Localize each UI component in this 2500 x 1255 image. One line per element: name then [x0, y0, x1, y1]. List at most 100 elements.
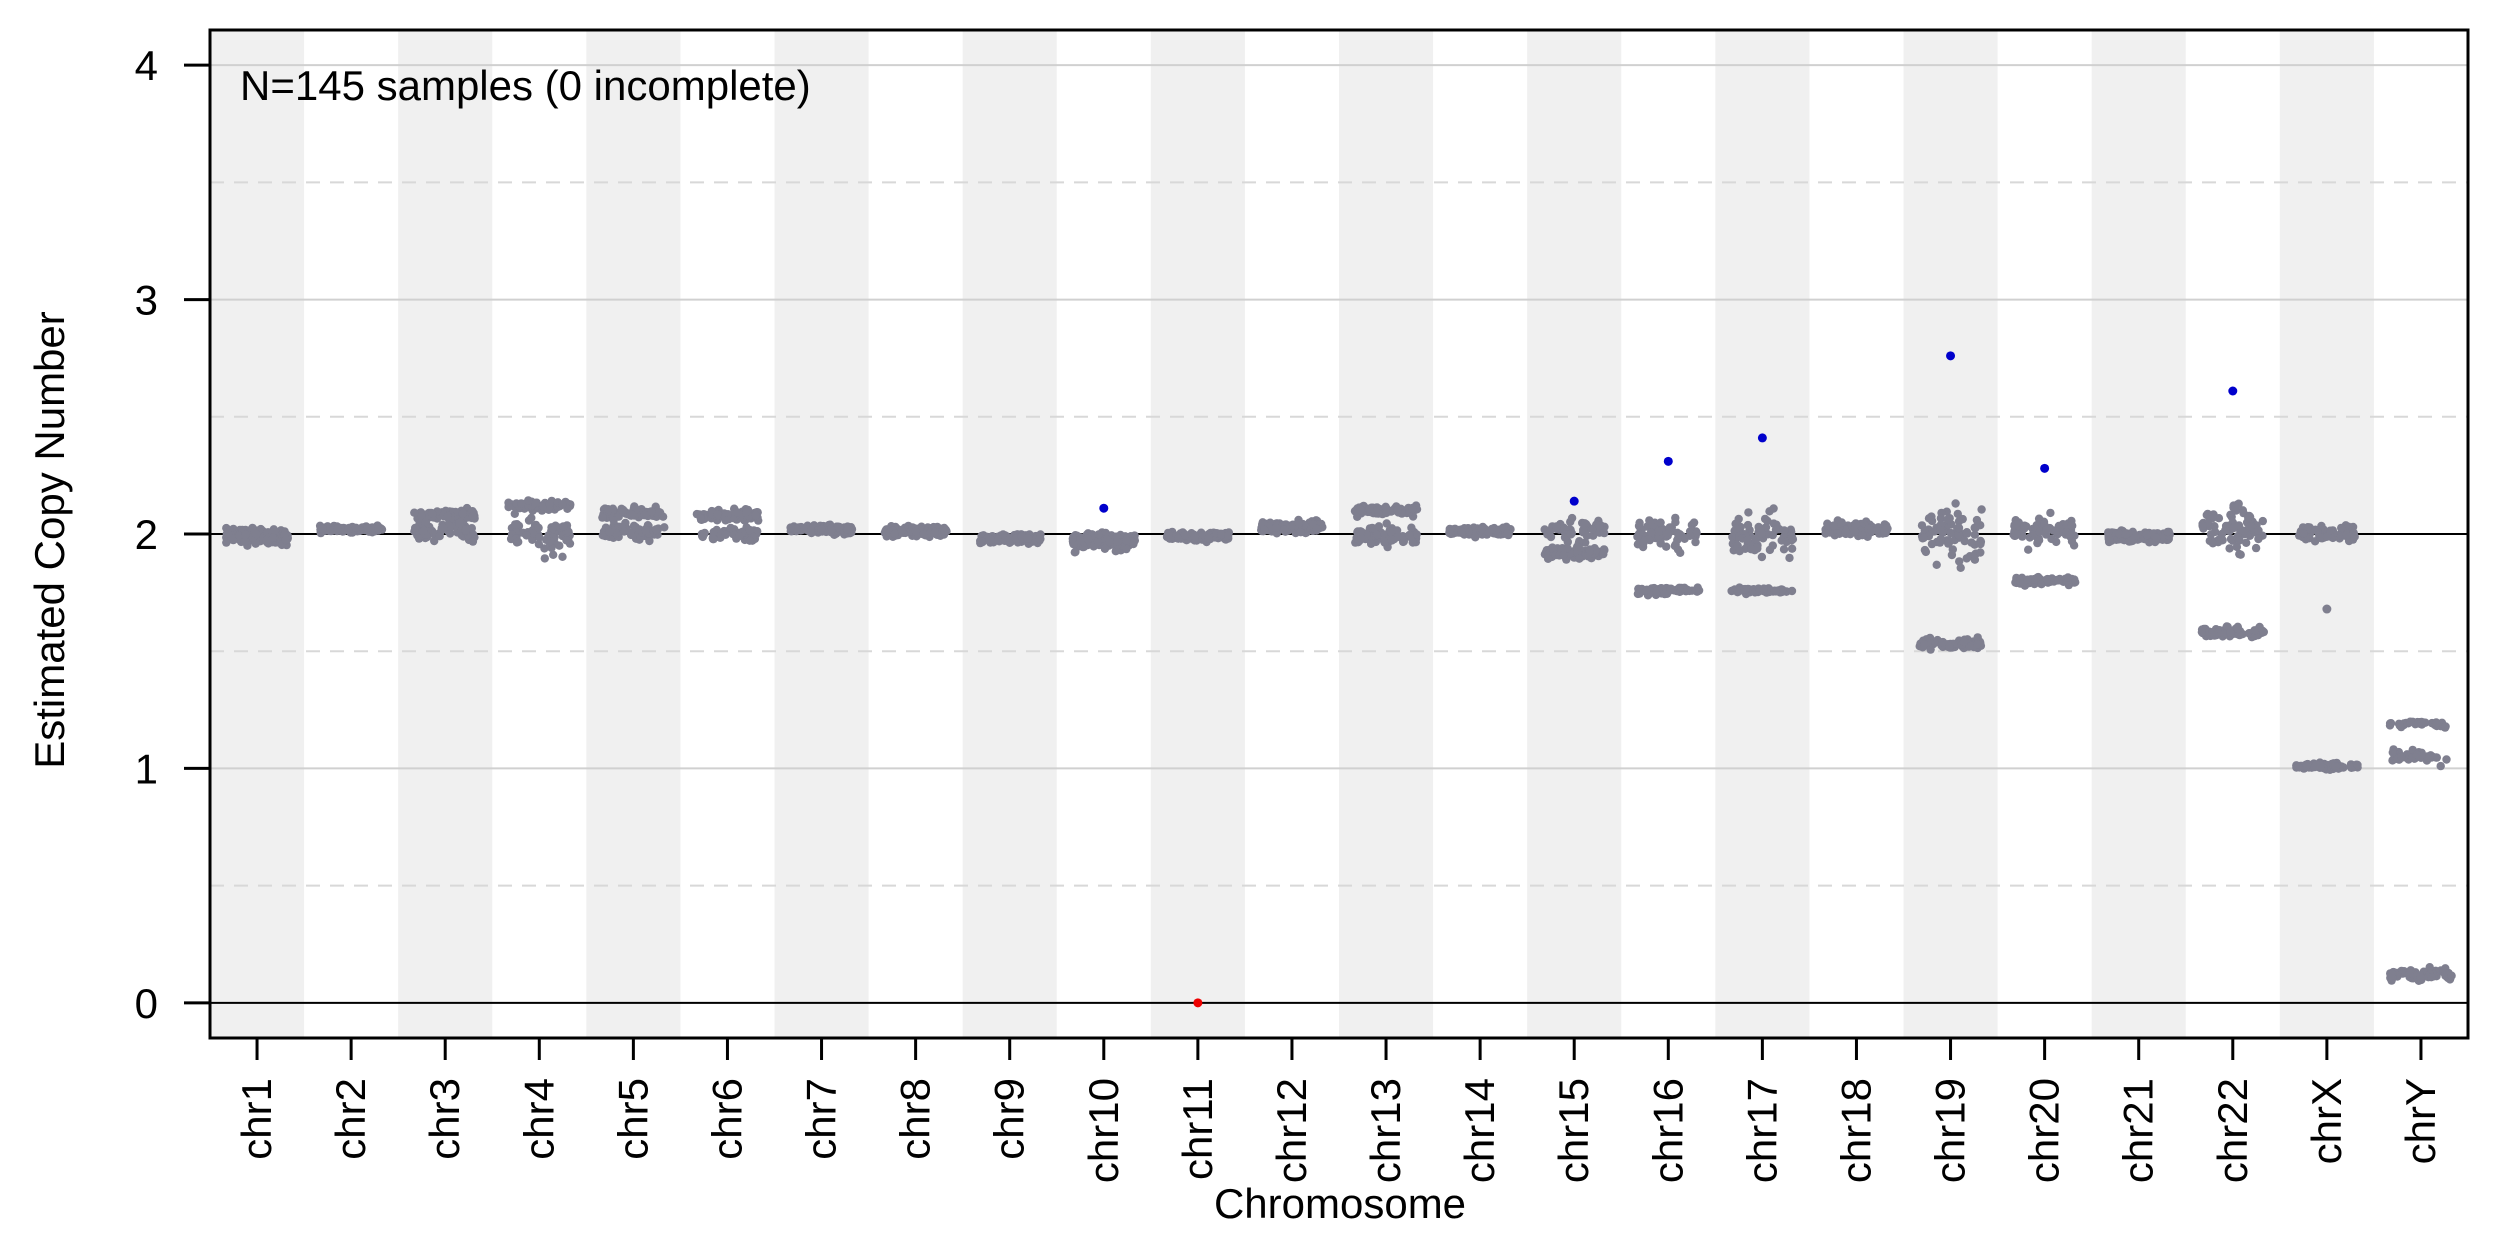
data-point — [2397, 752, 2406, 762]
data-point — [1374, 509, 1383, 518]
x-tick-label: chr6 — [703, 1078, 750, 1160]
data-point — [721, 516, 730, 525]
data-point — [2254, 534, 2263, 544]
y-tick-label: 0 — [135, 980, 158, 1027]
data-point — [2227, 512, 2236, 521]
data-point — [1572, 542, 1582, 551]
data-point — [1408, 504, 1417, 514]
data-point — [2070, 575, 2079, 584]
data-point — [1585, 545, 1595, 554]
data-point — [1294, 519, 1304, 528]
data-point — [524, 496, 533, 505]
x-tick-label: chr21 — [2115, 1078, 2162, 1183]
data-point — [1944, 536, 1954, 545]
data-point — [2447, 971, 2456, 980]
data-point — [1457, 527, 1466, 537]
x-tick-label: chr10 — [1080, 1078, 1127, 1183]
data-point — [2235, 536, 2244, 545]
data-point — [1204, 534, 1213, 543]
data-point — [1180, 530, 1190, 540]
data-point — [1757, 552, 1767, 562]
data-point — [2210, 631, 2219, 640]
data-point — [1083, 534, 1093, 544]
data-point — [721, 530, 730, 539]
data-point — [458, 509, 467, 518]
data-point — [1595, 521, 1604, 530]
data-point — [647, 507, 656, 516]
data-point — [362, 524, 372, 533]
data-point — [653, 507, 662, 516]
data-point — [2427, 973, 2436, 982]
data-point — [1759, 584, 1769, 593]
data-point — [1675, 530, 1685, 539]
data-point — [351, 523, 361, 532]
data-point — [2234, 521, 2244, 530]
data-point — [2104, 528, 2113, 537]
data-point — [1954, 530, 1963, 539]
data-point — [2336, 530, 2345, 540]
data-point — [598, 531, 607, 540]
outlier-point-chr11 — [1193, 998, 1203, 1008]
data-point — [1373, 530, 1382, 540]
data-point — [1880, 526, 1889, 536]
data-point — [443, 512, 452, 521]
data-point — [1689, 518, 1699, 527]
data-point — [2431, 753, 2441, 762]
data-point — [1976, 548, 1985, 557]
data-point — [1858, 531, 1867, 540]
data-point — [549, 550, 558, 559]
data-point — [1487, 524, 1497, 534]
data-point — [545, 499, 554, 509]
data-point — [635, 525, 644, 534]
outlier-point-chr10 — [1099, 503, 1109, 513]
data-point — [455, 518, 464, 528]
y-tick-label: 3 — [135, 277, 158, 324]
data-point — [2425, 963, 2434, 972]
data-point — [1785, 553, 1794, 563]
data-point — [512, 537, 522, 547]
data-point — [1164, 530, 1173, 539]
data-point — [1217, 530, 1226, 539]
data-point — [1101, 528, 1110, 538]
data-point — [709, 527, 718, 537]
data-point — [262, 536, 271, 545]
data-point — [2353, 760, 2362, 770]
data-point — [2416, 973, 2425, 982]
x-tick-label: chr3 — [421, 1078, 468, 1160]
data-point — [2245, 512, 2255, 521]
data-point — [2198, 521, 2207, 530]
data-point — [987, 535, 996, 545]
data-point — [911, 527, 921, 536]
data-point — [627, 510, 637, 519]
data-point — [1379, 537, 1389, 546]
x-tick-label: chrY — [2397, 1078, 2444, 1164]
data-point — [241, 530, 250, 539]
y-axis-title: Estimated Copy Number — [26, 311, 73, 769]
data-point — [2067, 521, 2076, 530]
data-point — [1663, 529, 1673, 539]
data-point — [1122, 544, 1131, 554]
data-point — [1936, 514, 1946, 523]
data-point — [998, 530, 1008, 539]
data-point — [1112, 537, 1122, 546]
data-point — [1642, 585, 1652, 594]
data-point — [1656, 518, 1665, 527]
data-point — [522, 531, 531, 540]
x-tick-label: chr13 — [1362, 1078, 1409, 1183]
outlier-point-chr20 — [2040, 463, 2050, 473]
outlier-point-chr17 — [1757, 433, 1767, 443]
data-point — [2012, 519, 2022, 528]
data-point — [318, 524, 327, 533]
data-point — [2208, 539, 2218, 548]
x-tick-label: chr9 — [986, 1078, 1033, 1160]
data-point — [539, 502, 548, 511]
data-point — [732, 508, 742, 517]
data-point — [558, 500, 567, 509]
data-point — [411, 523, 420, 533]
data-point — [251, 539, 260, 548]
data-point — [428, 509, 437, 518]
data-point — [1477, 525, 1487, 534]
y-tick-label: 1 — [135, 745, 158, 792]
data-point — [268, 533, 278, 542]
